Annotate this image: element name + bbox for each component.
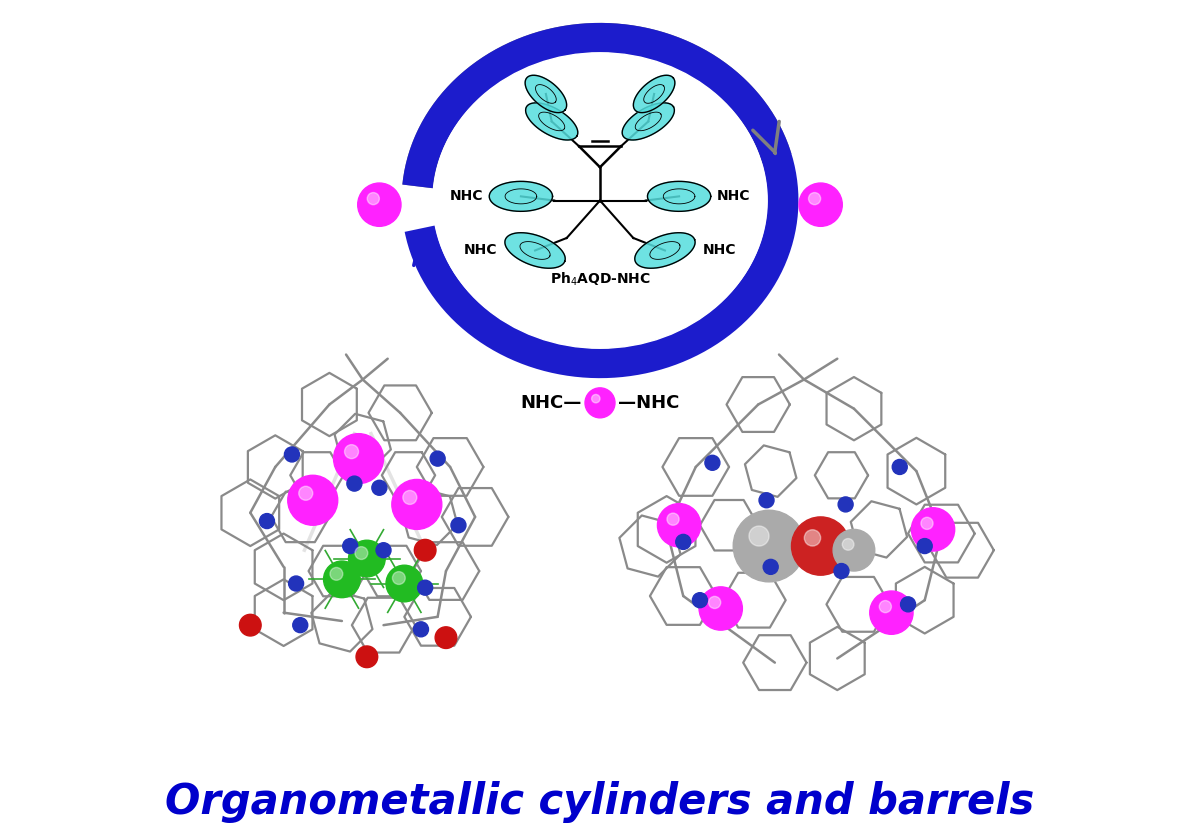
Circle shape (414, 622, 428, 637)
Circle shape (348, 540, 385, 577)
Circle shape (403, 490, 416, 505)
Text: NHC: NHC (464, 244, 498, 258)
Circle shape (760, 493, 774, 508)
Circle shape (355, 546, 367, 560)
Circle shape (667, 513, 679, 525)
Polygon shape (634, 75, 674, 113)
Polygon shape (648, 181, 710, 211)
Circle shape (893, 460, 907, 475)
Circle shape (692, 593, 708, 608)
Circle shape (392, 480, 442, 530)
Circle shape (833, 530, 875, 571)
Circle shape (386, 565, 422, 602)
Circle shape (834, 564, 848, 579)
Circle shape (358, 183, 401, 226)
Polygon shape (526, 103, 577, 140)
Circle shape (586, 388, 614, 418)
Text: Organometallic cylinders and barrels: Organometallic cylinders and barrels (166, 781, 1034, 822)
Polygon shape (526, 75, 566, 113)
Circle shape (344, 445, 359, 459)
Circle shape (792, 517, 850, 575)
Circle shape (709, 596, 721, 609)
Circle shape (356, 646, 378, 667)
Circle shape (704, 455, 720, 470)
Circle shape (347, 476, 362, 491)
Circle shape (367, 193, 379, 204)
Circle shape (334, 434, 384, 484)
Circle shape (799, 183, 842, 226)
Circle shape (900, 597, 916, 612)
Circle shape (763, 560, 778, 575)
Circle shape (749, 526, 769, 546)
Circle shape (324, 561, 360, 598)
Circle shape (430, 451, 445, 466)
Circle shape (809, 193, 821, 204)
Circle shape (418, 580, 433, 595)
Circle shape (838, 497, 853, 512)
Polygon shape (622, 103, 674, 140)
Circle shape (842, 539, 854, 550)
Circle shape (658, 504, 701, 547)
Circle shape (436, 627, 457, 649)
Circle shape (288, 475, 337, 525)
Text: NHC: NHC (702, 244, 736, 258)
Circle shape (676, 535, 691, 550)
Circle shape (414, 540, 436, 561)
Circle shape (700, 587, 743, 631)
Circle shape (284, 447, 300, 462)
Circle shape (289, 576, 304, 591)
Circle shape (240, 615, 262, 636)
Text: NHC—: NHC— (521, 394, 582, 412)
Circle shape (911, 508, 955, 551)
Circle shape (917, 539, 932, 554)
Circle shape (259, 514, 275, 529)
Circle shape (451, 518, 466, 533)
Polygon shape (490, 181, 552, 211)
Circle shape (376, 543, 391, 558)
Polygon shape (635, 233, 695, 269)
Ellipse shape (433, 53, 767, 349)
Text: —NHC: —NHC (618, 394, 679, 412)
Polygon shape (505, 233, 565, 269)
Text: NHC: NHC (716, 189, 750, 203)
Circle shape (330, 567, 343, 580)
Circle shape (592, 394, 600, 403)
Circle shape (870, 591, 913, 635)
Circle shape (293, 618, 307, 633)
Circle shape (880, 600, 892, 613)
Text: NHC: NHC (450, 189, 484, 203)
Circle shape (392, 571, 406, 585)
Text: Ph$_4$AQD-NHC: Ph$_4$AQD-NHC (550, 271, 650, 289)
Circle shape (920, 517, 934, 530)
Circle shape (343, 539, 358, 554)
Circle shape (804, 530, 821, 546)
Circle shape (733, 510, 805, 582)
Circle shape (372, 480, 386, 495)
Circle shape (299, 486, 313, 500)
